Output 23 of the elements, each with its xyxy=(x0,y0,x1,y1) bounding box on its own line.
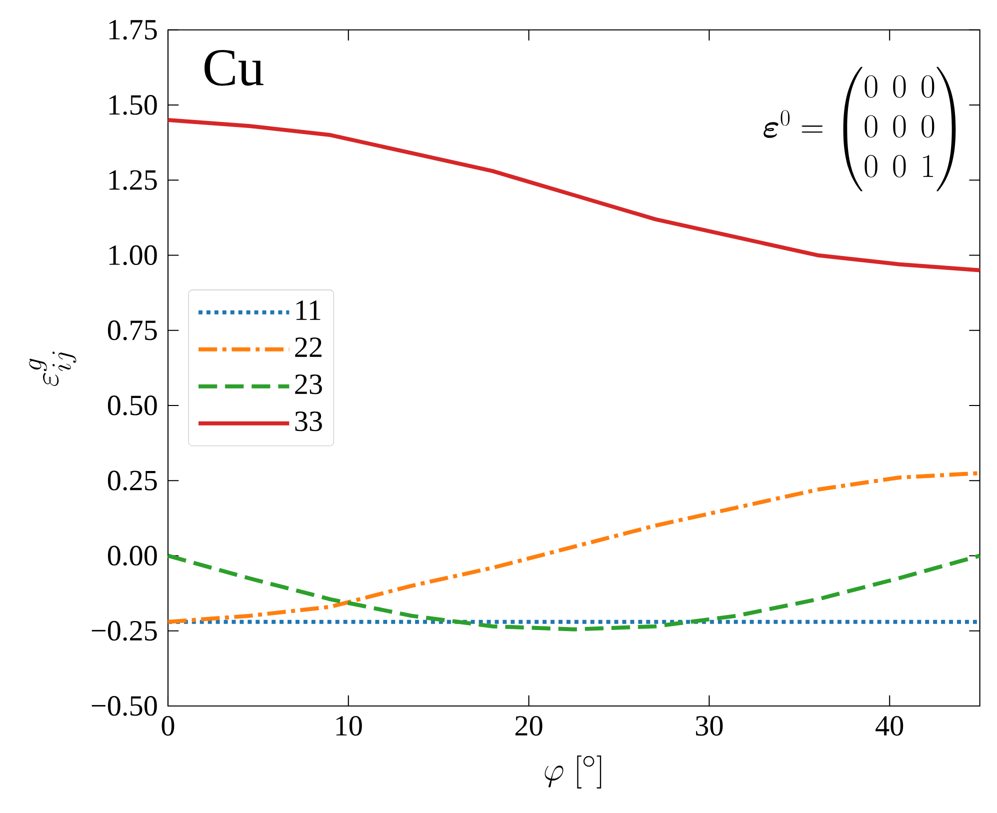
x-tick-label: 20 xyxy=(515,716,542,736)
x-axis-title: $\varphi\ [^\circ]$ xyxy=(544,755,602,788)
y-tick-label: 1.50 xyxy=(109,95,157,115)
y-tick-label: −0.25 xyxy=(92,620,157,641)
y-tick-label: 1.00 xyxy=(109,245,157,266)
legend-label: 33 xyxy=(295,412,322,432)
x-tick-label: 30 xyxy=(696,716,723,736)
y-tick-label: 1.25 xyxy=(109,170,157,190)
y-tick-label: −0.50 xyxy=(92,696,157,716)
y-tick-label: 0.50 xyxy=(108,396,157,416)
y-tick-label: 0.25 xyxy=(108,470,157,491)
y-tick-label: 0.00 xyxy=(108,546,157,566)
x-tick-label: 10 xyxy=(336,716,362,736)
y-tick-label: 1.75 xyxy=(109,20,157,40)
legend-label: 22 xyxy=(295,338,322,357)
y-axis-title: $\varepsilon^{g}_{ij}$ xyxy=(29,352,76,386)
annotation: $\boldsymbol{\varepsilon}^{0} = \begin{pmatrix}0 & 0 & 0\\ 0 & 0 & 0\\ 0 & 0 & 1\end{pmatrix}$ xyxy=(764,66,956,192)
x-tick-label: 0 xyxy=(162,716,174,736)
annotation: Cu xyxy=(204,50,264,86)
legend-label: 11 xyxy=(296,300,320,320)
x-tick-label: 40 xyxy=(876,716,904,736)
legend-label: 23 xyxy=(295,374,322,394)
y-tick-label: 0.75 xyxy=(108,320,157,340)
